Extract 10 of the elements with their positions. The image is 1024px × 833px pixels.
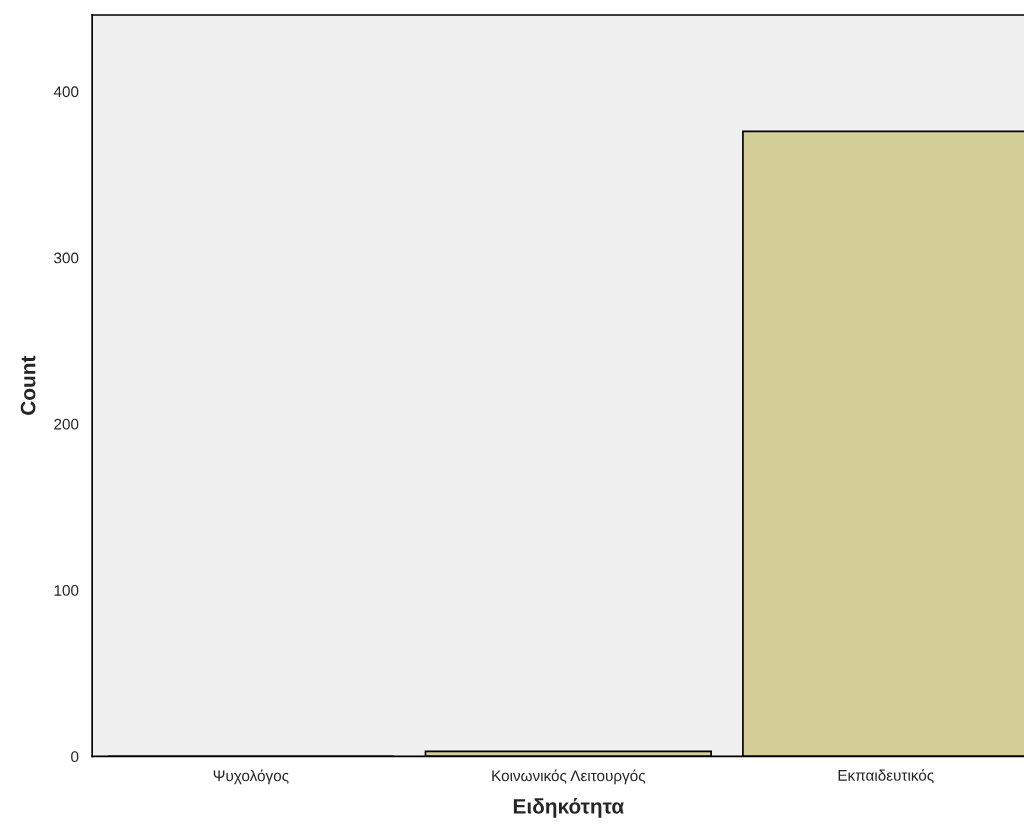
y-tick-label: 0: [71, 751, 79, 763]
x-tick-label: Ψυχολόγος: [213, 769, 289, 785]
x-tick-label: Εκπαιδευτικός: [838, 769, 934, 784]
y-tick-label: 200: [54, 418, 79, 430]
x-tick-label: Κοινωνικός Λειτουργός: [492, 769, 646, 785]
x-axis-title: Ειδηκότητα: [513, 798, 624, 818]
y-tick-label: 100: [54, 585, 79, 596]
y-axis-title: Count: [20, 355, 36, 415]
y-tick-label: 400: [53, 86, 79, 98]
y-tick-label: 300: [54, 252, 79, 264]
